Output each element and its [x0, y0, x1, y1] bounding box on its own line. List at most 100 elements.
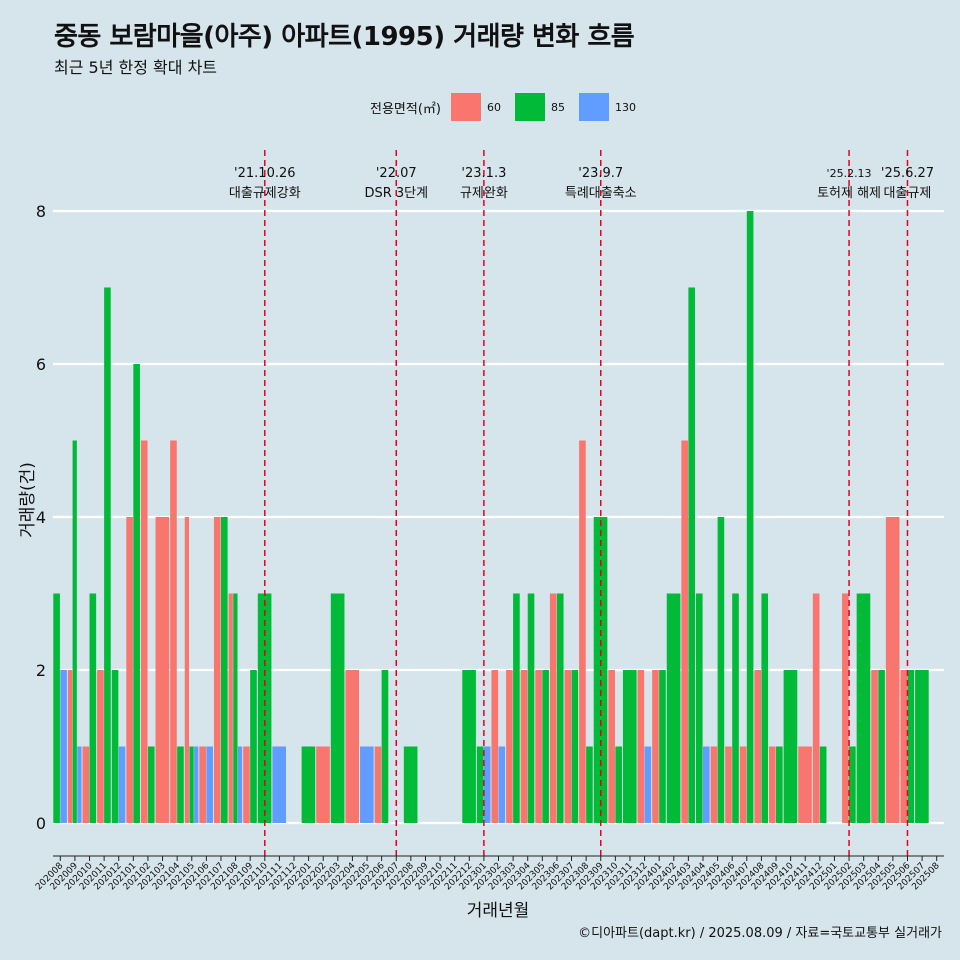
bar-60-202412 [812, 593, 820, 823]
chart-subtitle: 최근 5년 한정 확대 차트 [54, 58, 218, 77]
bar-85-202301 [476, 746, 484, 823]
bar-130-202105 [194, 746, 199, 823]
bar-85-202008 [53, 593, 60, 823]
legend-label-85: 85 [550, 100, 565, 114]
legend-key-130 [578, 93, 609, 121]
bar-85-202206 [381, 670, 389, 823]
bar-60-202310 [608, 670, 615, 823]
bar-85-202310 [615, 746, 622, 823]
bar-60-202101 [126, 517, 133, 823]
bar-130-202301 [483, 746, 491, 823]
bar-85-202407 [746, 211, 754, 823]
bar-130-202009 [77, 746, 82, 823]
bar-130-202012 [118, 746, 126, 823]
bar-85-202503 [856, 593, 871, 823]
event-label-202110: 대출규제강화 [229, 186, 301, 201]
bar-85-202305 [542, 670, 549, 823]
bar-85-202304 [527, 593, 535, 823]
bar-85-202502 [849, 746, 856, 823]
bar-60-202401 [652, 670, 659, 823]
y-tick-label-4: 4 [36, 508, 46, 527]
event-lines: '21.10.26 대출규제강화 '22.07 DSR 3단계 '23.1.3 규제완화 '… [229, 150, 934, 856]
bar-85-202311 [622, 670, 637, 823]
bar-85-202308 [586, 746, 593, 823]
legend: 전용면적(㎡) 60 85 130 [370, 93, 648, 121]
bar-60-202405 [710, 746, 718, 823]
bar-60-202102 [140, 440, 148, 823]
bar-60-202107 [213, 517, 221, 823]
bar-85-202107 [220, 517, 228, 823]
bar-60-202010 [82, 746, 90, 823]
bar-85-202208 [403, 746, 418, 823]
bar-60-202105 [184, 517, 190, 823]
bar-60-202306 [549, 593, 557, 823]
y-tick-label-6: 6 [36, 355, 46, 374]
event-label-202309: 특례대출축소 [565, 186, 637, 201]
bar-85-202110 [257, 593, 272, 823]
bar-60-202304 [520, 670, 528, 823]
bar-60-202502 [842, 593, 849, 823]
event-date-202301: '23.1.3 [461, 166, 506, 181]
bar-85-202402 [666, 593, 681, 823]
bar-85-202010 [89, 593, 97, 823]
bar-85-202504 [878, 670, 885, 823]
legend-key-60 [450, 93, 481, 121]
bar-60-202406 [725, 746, 732, 823]
event-label-202207: DSR 3단계 [364, 186, 428, 201]
bar-85-202406 [732, 593, 739, 823]
bars [53, 211, 929, 823]
bar-85-202203 [330, 593, 345, 823]
bar-60-202106 [199, 746, 206, 823]
bar-85-202104 [177, 746, 184, 823]
legend-label-60: 60 [486, 100, 501, 114]
bar-85-202101 [133, 364, 140, 823]
bar-60-202104 [170, 440, 177, 823]
y-tick-label-2: 2 [36, 661, 46, 680]
event-date-202502: '25.2.13 [827, 167, 872, 180]
bar-85-202405 [717, 517, 725, 823]
event-label-202506: 대출규제 [884, 186, 932, 201]
bar-60-202408 [754, 670, 762, 823]
bar-60-202103 [155, 517, 170, 823]
bar-60-202011 [97, 670, 104, 823]
chart-title: 중동 보람마을(아주) 아파트(1995) 거래량 변화 흐름 [54, 22, 635, 52]
bar-85-202506 [907, 670, 915, 823]
bar-60-202504 [871, 670, 878, 823]
bar-130-202008 [60, 670, 67, 823]
bar-130-202106 [206, 746, 213, 823]
event-label-202502: 토허제 해제 [817, 186, 881, 201]
bar-85-202409 [776, 746, 783, 823]
bar-85-202201 [301, 746, 316, 823]
legend-title: 전용면적(㎡) [370, 101, 441, 117]
bar-85-202404 [695, 593, 703, 823]
bar-60-202206 [374, 746, 382, 823]
bar-60-202411 [798, 746, 812, 823]
bar-130-202312 [644, 746, 652, 823]
bar-60-202308 [579, 440, 586, 823]
bar-85-202011 [104, 287, 111, 823]
bar-85-202306 [556, 593, 564, 823]
event-date-202207: '22.07 [376, 166, 417, 181]
bar-60-202506 [900, 670, 908, 823]
bar-85-202412 [819, 746, 827, 823]
bar-85-202307 [571, 670, 579, 823]
bar-85-202401 [659, 670, 666, 823]
bar-85-202108 [233, 593, 238, 823]
bar-85-202410 [783, 670, 798, 823]
bar-85-202507 [915, 670, 929, 823]
bar-130-202404 [702, 746, 710, 823]
legend-label-130: 130 [614, 100, 636, 114]
bar-60-202409 [769, 746, 776, 823]
bar-85-202012 [111, 670, 119, 823]
bar-60-202204 [345, 670, 360, 823]
bar-85-202105 [189, 746, 194, 823]
y-tick-label-0: 0 [36, 814, 46, 833]
event-label-202301: 규제완화 [460, 186, 508, 201]
bar-85-202303 [513, 593, 520, 823]
bar-60-202202 [316, 746, 330, 823]
bar-85-202408 [761, 593, 769, 823]
bar-60-202307 [564, 670, 572, 823]
bar-60-202505 [885, 517, 900, 823]
